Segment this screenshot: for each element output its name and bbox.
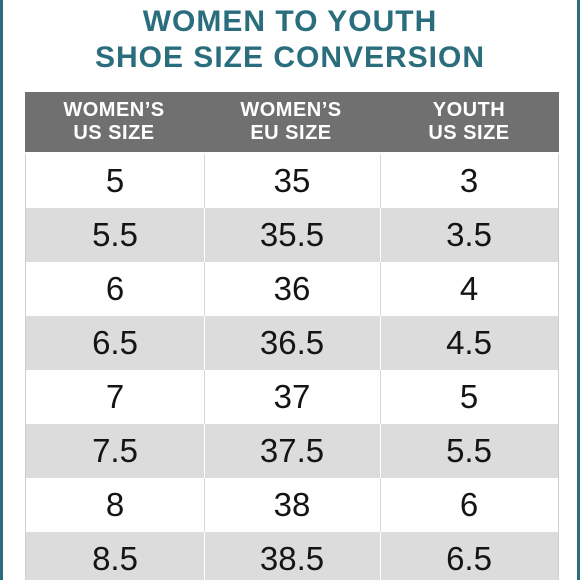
cell-womens-eu: 37 — [273, 378, 311, 415]
cell-womens-eu: 37.5 — [259, 432, 325, 469]
header-line: EU SIZE — [250, 122, 332, 144]
cell-youth-us: 4 — [459, 270, 479, 307]
size-conversion-table: WOMEN’S US SIZE WOMEN’S EU SIZE YOUTH US… — [25, 92, 559, 580]
table-row: 5 35 3 — [26, 154, 558, 208]
cell-youth-us: 5.5 — [446, 432, 492, 469]
table-header: WOMEN’S US SIZE WOMEN’S EU SIZE YOUTH US… — [25, 92, 559, 154]
cell-womens-us: 6.5 — [92, 324, 138, 361]
header-line: US SIZE — [428, 122, 510, 144]
cell-womens-eu: 35.5 — [259, 216, 325, 253]
table-body: 5 35 3 5.5 35.5 3.5 6 36 4 6.5 — [25, 154, 559, 580]
header-line: WOMEN’S — [240, 99, 342, 121]
cell-womens-eu: 36.5 — [259, 324, 325, 361]
column-divider — [380, 316, 381, 370]
table-row: 8.5 38.5 6.5 — [26, 532, 558, 580]
header-line: WOMEN’S — [63, 99, 165, 121]
column-divider — [380, 370, 381, 424]
cell-womens-us: 8.5 — [92, 540, 138, 577]
column-divider — [204, 316, 205, 370]
cell-youth-us: 3.5 — [446, 216, 492, 253]
column-divider — [204, 424, 205, 478]
column-divider — [380, 478, 381, 532]
cell-youth-us: 6 — [459, 486, 479, 523]
column-divider — [204, 262, 205, 316]
column-divider — [204, 532, 205, 580]
table-row: 7 37 5 — [26, 370, 558, 424]
cell-youth-us: 3 — [459, 162, 479, 199]
table-row: 6 36 4 — [26, 262, 558, 316]
column-divider — [204, 370, 205, 424]
chart-title-line-1: WOMEN TO YOUTH — [142, 5, 438, 38]
cell-youth-us: 4.5 — [446, 324, 492, 361]
cell-womens-us: 8 — [105, 486, 125, 523]
column-divider — [380, 424, 381, 478]
column-divider — [204, 154, 205, 208]
cell-youth-us: 6.5 — [446, 540, 492, 577]
column-divider — [380, 154, 381, 208]
cell-youth-us: 5 — [459, 378, 479, 415]
table-row: 7.5 37.5 5.5 — [26, 424, 558, 478]
table-row: 5.5 35.5 3.5 — [26, 208, 558, 262]
column-divider — [380, 208, 381, 262]
column-divider — [204, 478, 205, 532]
header-line: US SIZE — [73, 122, 155, 144]
table-row: 8 38 6 — [26, 478, 558, 532]
cell-womens-eu: 36 — [273, 270, 311, 307]
cell-womens-us: 5 — [105, 162, 125, 199]
header-youth-us-size: YOUTH US SIZE — [379, 92, 559, 152]
header-womens-us-size: WOMEN’S US SIZE — [25, 92, 203, 152]
column-divider — [380, 262, 381, 316]
cell-womens-us: 6 — [105, 270, 125, 307]
header-line: YOUTH — [432, 99, 506, 121]
cell-womens-us: 7 — [105, 378, 125, 415]
header-womens-eu-size: WOMEN’S EU SIZE — [203, 92, 379, 152]
cell-womens-eu: 38 — [273, 486, 311, 523]
cell-womens-eu: 35 — [273, 162, 311, 199]
chart-title-line-2: SHOE SIZE CONVERSION — [94, 41, 486, 74]
cell-womens-us: 5.5 — [92, 216, 138, 253]
cell-womens-us: 7.5 — [92, 432, 138, 469]
cell-womens-eu: 38.5 — [259, 540, 325, 577]
table-row: 6.5 36.5 4.5 — [26, 316, 558, 370]
column-divider — [380, 532, 381, 580]
column-divider — [204, 208, 205, 262]
